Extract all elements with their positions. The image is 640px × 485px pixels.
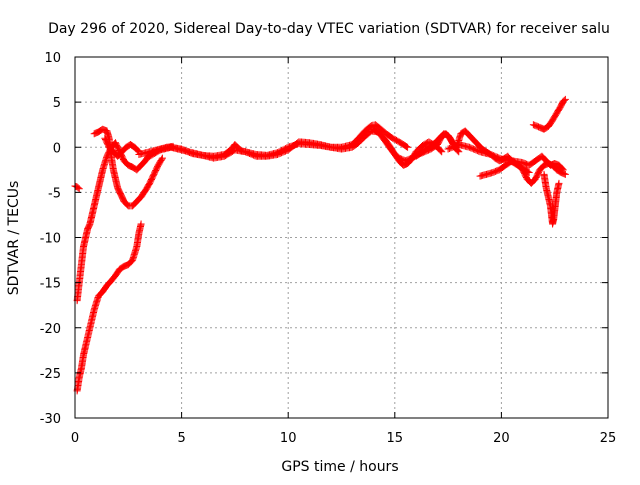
data-point — [561, 170, 569, 178]
data-point — [561, 95, 569, 103]
y-tick-label: 10 — [44, 51, 61, 66]
data-point — [555, 179, 563, 187]
data-point — [437, 147, 445, 155]
ticks: 0 5 10 15 20 25 -30 -25 -20 -15 -10 -5 0 5 10 — [40, 51, 617, 446]
data-point — [436, 146, 444, 154]
data-point — [524, 168, 532, 176]
data-point — [75, 185, 83, 193]
data-point — [158, 154, 166, 162]
data-point — [403, 143, 411, 151]
x-tick-label: 10 — [280, 431, 297, 446]
data-point — [559, 166, 567, 174]
y-tick-label: -25 — [40, 367, 61, 382]
y-tick-label: -30 — [40, 412, 61, 427]
data-point — [438, 148, 446, 156]
y-tick-label: -20 — [40, 322, 61, 337]
data-point — [158, 155, 166, 163]
data-point — [133, 146, 141, 154]
y-axis-label: SDTVAR / TECUs — [6, 181, 22, 296]
y-tick-label: 5 — [53, 96, 61, 111]
x-tick-label: 0 — [71, 431, 79, 446]
data-point — [455, 148, 463, 156]
x-tick-label: 5 — [177, 431, 185, 446]
x-axis-label: GPS time / hours — [281, 459, 398, 475]
data-point — [137, 220, 145, 228]
data-point — [74, 184, 82, 192]
data-point — [123, 200, 131, 208]
y-tick-label: -15 — [40, 277, 61, 292]
data-points — [71, 95, 569, 395]
y-tick-label: 0 — [53, 141, 61, 156]
y-tick-label: -5 — [48, 186, 61, 201]
data-point — [404, 143, 412, 151]
y-tick-label: -10 — [40, 232, 61, 247]
x-tick-label: 25 — [600, 431, 617, 446]
data-point — [558, 165, 566, 173]
x-tick-label: 20 — [493, 431, 510, 446]
data-point — [558, 164, 566, 172]
x-tick-label: 15 — [387, 431, 404, 446]
data-point — [560, 96, 568, 104]
chart-title: Day 296 of 2020, Sidereal Day-to-day VTE… — [48, 21, 610, 37]
